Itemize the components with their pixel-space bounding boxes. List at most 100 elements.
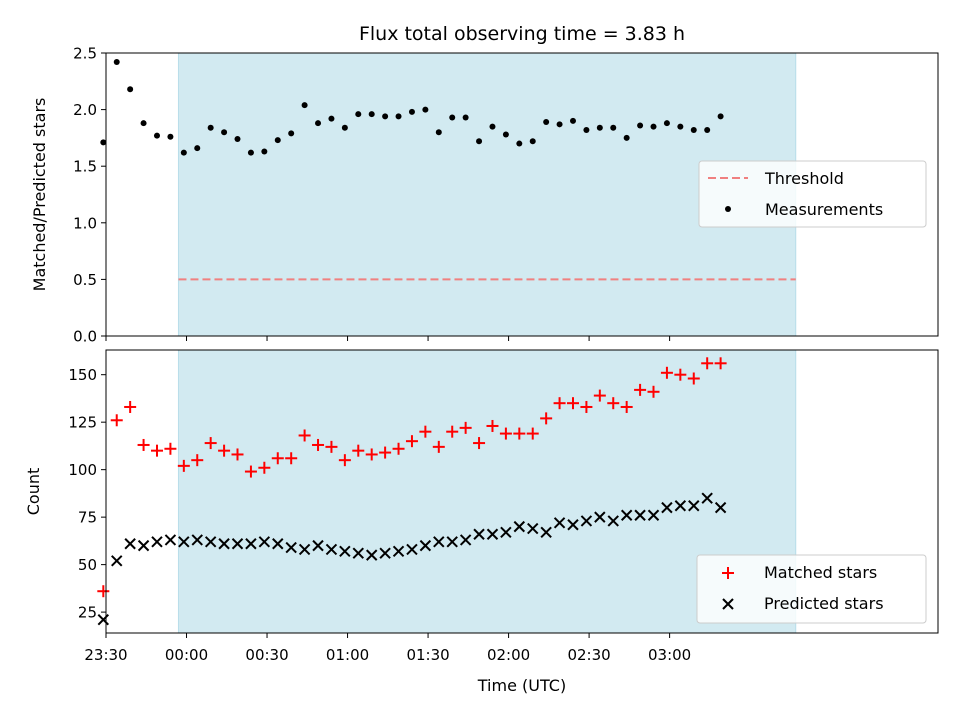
x-tick-label: 00:30 xyxy=(245,646,288,664)
y-tick-label: 50 xyxy=(78,556,97,574)
measurement-point xyxy=(569,117,576,124)
predicted-star-point xyxy=(379,547,391,559)
top-y-ticks: 0.0 0.5 1.0 1.5 2.0 2.5 xyxy=(73,45,106,346)
matched-star-point xyxy=(137,438,150,451)
bottom-legend: Matched stars Predicted stars xyxy=(696,554,927,624)
measurement-point xyxy=(395,113,402,120)
matched-star-point xyxy=(244,465,257,478)
measurement-point xyxy=(100,139,107,146)
measurement-point xyxy=(435,129,442,136)
measurement-point xyxy=(140,120,147,127)
matched-star-point xyxy=(97,585,110,598)
cross-b xyxy=(258,536,271,548)
matched-star-point xyxy=(526,427,539,440)
predicted-star-point xyxy=(272,538,284,550)
predicted-star-point xyxy=(111,555,123,567)
matched-star-point xyxy=(150,444,163,457)
cross-b xyxy=(406,543,418,556)
matched-star-point xyxy=(701,357,714,370)
measurement-point xyxy=(583,126,590,133)
predicted-star-point xyxy=(553,517,566,529)
predicted-star-point xyxy=(285,541,297,554)
matched-star-point xyxy=(110,414,123,427)
predicted-star-point xyxy=(647,509,660,521)
cross-b xyxy=(298,543,311,556)
predicted-star-point xyxy=(661,501,673,514)
measurement-point xyxy=(194,145,201,152)
predicted-star-point xyxy=(231,538,244,550)
y-tick-label: 1.5 xyxy=(73,158,97,176)
measurement-point xyxy=(221,129,228,136)
measurement-point xyxy=(717,113,724,120)
matched-star-point xyxy=(459,421,472,434)
matched-star-point xyxy=(392,442,405,455)
cross-b xyxy=(580,515,593,527)
x-tick-label: 03:00 xyxy=(648,646,691,664)
bottom-x-ticks: 23:30 00:00 00:30 01:00 01:30 02:00 02:30 03:00 xyxy=(84,633,691,664)
measurement-point xyxy=(462,114,469,121)
cross-b xyxy=(688,500,700,512)
matched-star-point xyxy=(473,437,486,450)
predicted-star-point xyxy=(580,515,593,527)
cross-b xyxy=(111,555,123,567)
observing-window-shade xyxy=(177,349,797,634)
matched-star-point xyxy=(634,383,647,396)
chart-title: Flux total observing time = 3.83 h xyxy=(359,23,685,45)
measurement-point xyxy=(408,108,415,115)
x-axis-label: Time (UTC) xyxy=(477,676,566,695)
measurement-point xyxy=(261,148,268,155)
predicted-star-point xyxy=(97,613,110,626)
matched-star-point xyxy=(714,357,727,370)
legend-threshold-label: Threshold xyxy=(764,169,844,188)
predicted-star-point xyxy=(339,545,351,558)
y-tick-label: 2.5 xyxy=(73,45,97,63)
predicted-star-point xyxy=(486,528,499,540)
predicted-star-point xyxy=(406,543,418,556)
x-tick-label: 00:00 xyxy=(165,646,208,664)
matched-star-point xyxy=(432,440,445,453)
predicted-star-point xyxy=(714,501,727,514)
measurement-point xyxy=(704,126,711,133)
matched-star-point xyxy=(231,448,244,461)
y-tick-label: 0.5 xyxy=(73,271,97,289)
matched-star-point xyxy=(419,425,432,438)
measurement-point xyxy=(207,124,214,131)
cross-b xyxy=(379,547,391,559)
predicted-star-point xyxy=(151,536,163,548)
legend-predicted-label: Predicted stars xyxy=(764,594,884,613)
measurement-point xyxy=(113,59,120,66)
cross-b xyxy=(674,500,687,512)
top-axes-frame xyxy=(105,52,939,337)
cross-b xyxy=(722,598,734,610)
top-x-ticks xyxy=(105,336,671,341)
matched-star-markers xyxy=(97,357,727,598)
matched-star-point xyxy=(566,397,579,410)
predicted-star-point xyxy=(701,492,713,504)
measurement-point xyxy=(529,138,536,145)
predicted-star-point xyxy=(218,538,230,550)
y-tick-label: 0.0 xyxy=(73,328,97,346)
x-tick-label: 23:30 xyxy=(84,646,127,664)
cross-b xyxy=(513,520,526,533)
measurement-point xyxy=(355,111,362,118)
measurement-point xyxy=(153,132,160,139)
y-tick-label: 2.0 xyxy=(73,101,97,119)
matched-star-point xyxy=(312,438,325,451)
predicted-star-point xyxy=(607,515,619,527)
matched-star-point xyxy=(553,397,566,410)
measurement-point xyxy=(663,120,670,127)
cross-b xyxy=(594,511,606,523)
matched-star-point xyxy=(446,425,459,438)
predicted-star-point xyxy=(137,539,150,552)
measurement-point xyxy=(127,86,134,93)
matched-star-point xyxy=(352,444,365,457)
measurement-point xyxy=(288,130,295,137)
matched-star-point xyxy=(486,419,499,432)
matched-star-point xyxy=(177,459,190,472)
cross-b xyxy=(473,528,485,540)
bottom-y-ticks: 25 50 75 100 125 150 xyxy=(68,366,106,622)
measurement-point xyxy=(650,123,657,130)
ratio-panel: 0.0 0.5 1.0 1.5 2.0 2.5 Matched/Predicted sta… xyxy=(30,45,939,346)
matched-star-point xyxy=(191,454,204,467)
